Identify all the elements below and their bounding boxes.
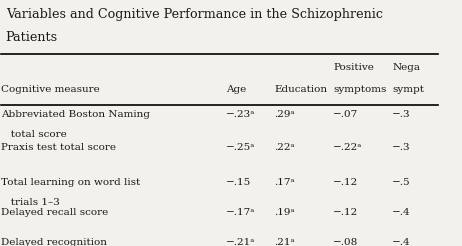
Text: −.5: −.5: [392, 178, 411, 187]
Text: −.12: −.12: [333, 178, 359, 187]
Text: −.22ᵃ: −.22ᵃ: [333, 143, 363, 152]
Text: .22ᵃ: .22ᵃ: [274, 143, 295, 152]
Text: trials 1–3: trials 1–3: [1, 198, 60, 207]
Text: .17ᵃ: .17ᵃ: [274, 178, 295, 187]
Text: Delayed recall score: Delayed recall score: [1, 208, 109, 217]
Text: .21ᵃ: .21ᵃ: [274, 238, 295, 246]
Text: symptoms: symptoms: [333, 85, 387, 94]
Text: −.25ᵃ: −.25ᵃ: [226, 143, 255, 152]
Text: −.3: −.3: [392, 109, 411, 119]
Text: Age: Age: [226, 85, 247, 94]
Text: Total learning on word list: Total learning on word list: [1, 178, 140, 187]
Text: .19ᵃ: .19ᵃ: [274, 208, 295, 217]
Text: .29ᵃ: .29ᵃ: [274, 109, 295, 119]
Text: −.23ᵃ: −.23ᵃ: [226, 109, 255, 119]
Text: −.4: −.4: [392, 238, 411, 246]
Text: Nega: Nega: [392, 63, 420, 72]
Text: Patients: Patients: [6, 31, 58, 44]
Text: Education: Education: [274, 85, 328, 94]
Text: −.21ᵃ: −.21ᵃ: [226, 238, 255, 246]
Text: Cognitive measure: Cognitive measure: [1, 85, 100, 94]
Text: −.15: −.15: [226, 178, 251, 187]
Text: sympt: sympt: [392, 85, 424, 94]
Text: Positive: Positive: [333, 63, 374, 72]
Text: Praxis test total score: Praxis test total score: [1, 143, 116, 152]
Text: −.08: −.08: [333, 238, 359, 246]
Text: −.07: −.07: [333, 109, 359, 119]
Text: total score: total score: [1, 130, 67, 139]
Text: −.12: −.12: [333, 208, 359, 217]
Text: Delayed recognition: Delayed recognition: [1, 238, 107, 246]
Text: Variables and Cognitive Performance in the Schizophrenic: Variables and Cognitive Performance in t…: [6, 8, 383, 21]
Text: −.4: −.4: [392, 208, 411, 217]
Text: Abbreviated Boston Naming: Abbreviated Boston Naming: [1, 109, 151, 119]
Text: −.17ᵃ: −.17ᵃ: [226, 208, 255, 217]
Text: −.3: −.3: [392, 143, 411, 152]
